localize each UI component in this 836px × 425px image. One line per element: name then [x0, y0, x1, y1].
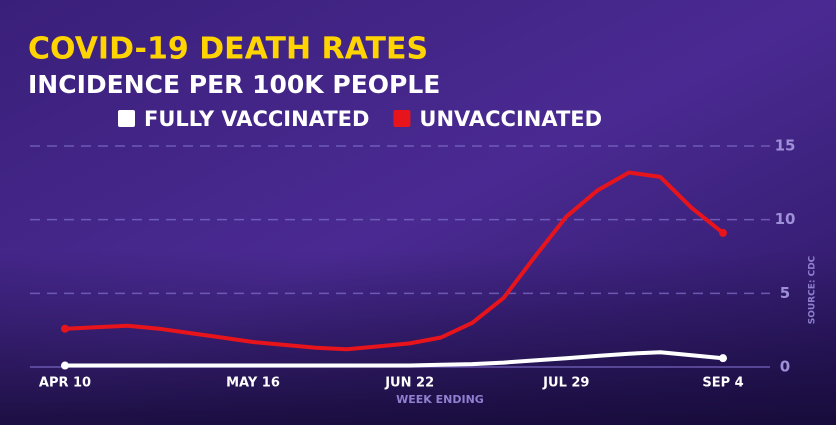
y-tick-label: 0	[780, 358, 790, 376]
x-tick-label: JUN 22	[384, 376, 434, 391]
background-shade	[0, 250, 836, 425]
legend-label: FULLY VACCINATED	[144, 107, 369, 131]
x-tick-label: APR 10	[39, 376, 91, 391]
x-tick-label: JUL 29	[542, 376, 589, 391]
series-line	[63, 170, 725, 352]
x-tick-label: SEP 4	[702, 376, 743, 391]
end-point	[719, 228, 727, 237]
chart-subtitle: INCIDENCE PER 100K PEOPLE	[28, 70, 440, 99]
legend-swatch	[118, 110, 135, 127]
chart-title: COVID-19 DEATH RATES	[28, 32, 428, 67]
y-tick-label: 15	[775, 137, 796, 155]
end-point	[61, 324, 69, 333]
series-line	[63, 350, 725, 368]
end-point	[719, 354, 727, 363]
x-axis-label: WEEK ENDING	[396, 393, 484, 406]
x-tick-label: MAY 16	[226, 376, 280, 391]
source-note: SOURCE: CDC	[808, 255, 818, 324]
y-tick-label: 10	[775, 210, 796, 228]
y-tick-label: 5	[780, 284, 790, 302]
legend-swatch	[393, 110, 411, 127]
legend-label: UNVACCINATED	[419, 107, 602, 131]
end-point	[61, 361, 69, 370]
